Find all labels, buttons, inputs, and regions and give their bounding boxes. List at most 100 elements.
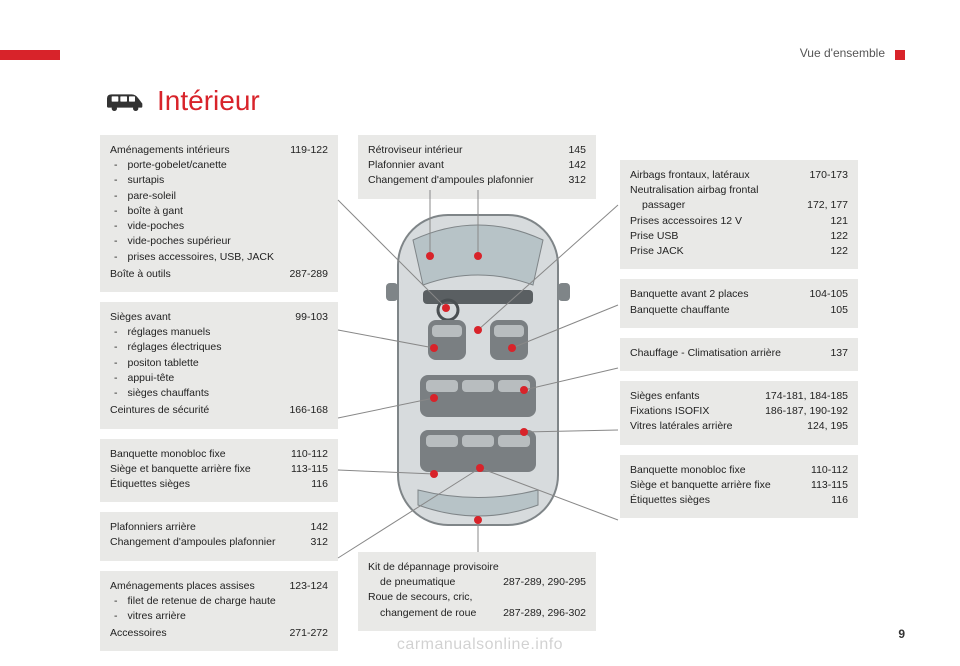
row-label: Neutralisation airbag frontal bbox=[630, 183, 840, 198]
row-label: Changement d'ampoules plafonnier bbox=[110, 535, 302, 550]
row-label: Kit de dépannage provisoire bbox=[368, 560, 578, 575]
box-banquette-monobloc: Banquette monobloc fixe 110-112 Siège et … bbox=[100, 439, 338, 503]
box-sieges-enfants: Sièges enfants 174-181, 184-185 Fixations… bbox=[620, 381, 858, 445]
row-pages: 174-181, 184-185 bbox=[765, 389, 848, 404]
row-label: Chauffage - Climatisation arrière bbox=[630, 346, 822, 361]
row-label: Aménagements places assises bbox=[110, 579, 281, 594]
box-amenagements-places-assises: Aménagements places assises 123-124 filet… bbox=[100, 571, 338, 652]
row-label: Airbags frontaux, latéraux bbox=[630, 168, 801, 183]
row-pages: 110-112 bbox=[291, 447, 328, 462]
list-item: pare-soleil bbox=[110, 189, 328, 204]
row-pages: 104-105 bbox=[809, 287, 848, 302]
list-item: positon tablette bbox=[110, 356, 328, 371]
accent-bar bbox=[0, 50, 60, 60]
list-item: réglages électriques bbox=[110, 340, 328, 355]
accent-square bbox=[895, 50, 905, 60]
row-pages: 287-289 bbox=[289, 267, 328, 282]
row-label: Plafonnier avant bbox=[368, 158, 560, 173]
row-label: Plafonniers arrière bbox=[110, 520, 302, 535]
box-plafonniers-arriere: Plafonniers arrière 142 Changement d'ampo… bbox=[100, 512, 338, 560]
row-pages: 271-272 bbox=[289, 626, 328, 641]
row-label: Roue de secours, cric, bbox=[368, 590, 578, 605]
row-pages: 122 bbox=[830, 244, 848, 259]
bullet-list: porte-gobelet/canette surtapis pare-sole… bbox=[110, 158, 328, 265]
section-label: Vue d'ensemble bbox=[800, 46, 885, 60]
row-pages: 312 bbox=[310, 535, 328, 550]
box-amenagements-interieurs: Aménagements intérieurs 119-122 porte-gob… bbox=[100, 135, 338, 292]
row-label: Prises accessoires 12 V bbox=[630, 214, 822, 229]
row-label: Banquette avant 2 places bbox=[630, 287, 801, 302]
row-pages: 312 bbox=[568, 173, 586, 188]
row-label: de pneumatique bbox=[368, 575, 495, 590]
row-pages: 113-115 bbox=[811, 478, 848, 493]
row-label: Changement d'ampoules plafonnier bbox=[368, 173, 560, 188]
row-pages: 145 bbox=[568, 143, 586, 158]
box-banquette-monobloc-right: Banquette monobloc fixe110-112 Siège et … bbox=[620, 455, 858, 519]
box-chauffage-climatisation: Chauffage - Climatisation arrière 137 bbox=[620, 338, 858, 371]
list-item: vide-poches bbox=[110, 219, 328, 234]
page-number: 9 bbox=[898, 627, 905, 641]
row-label: Sièges avant bbox=[110, 310, 287, 325]
row-pages: 287-289, 290-295 bbox=[503, 575, 586, 590]
box-kit-depannage: Kit de dépannage provisoire de pneumatiq… bbox=[358, 552, 596, 631]
row-pages: 105 bbox=[830, 303, 848, 318]
row-pages: 123-124 bbox=[289, 579, 328, 594]
row-pages: 142 bbox=[568, 158, 586, 173]
box-sieges-avant: Sièges avant 99-103 réglages manuels régl… bbox=[100, 302, 338, 429]
list-item: filet de retenue de charge haute bbox=[110, 594, 328, 609]
list-item: surtapis bbox=[110, 173, 328, 188]
list-item: prises accessoires, USB, JACK bbox=[110, 250, 328, 265]
row-label: Sièges enfants bbox=[630, 389, 757, 404]
row-pages: 110-112 bbox=[811, 463, 848, 478]
row-label: Fixations ISOFIX bbox=[630, 404, 757, 419]
row-pages: 142 bbox=[310, 520, 328, 535]
bullet-list: filet de retenue de charge haute vitres … bbox=[110, 594, 328, 624]
row-pages: 287-289, 296-302 bbox=[503, 606, 586, 621]
row-pages: 137 bbox=[830, 346, 848, 361]
list-item: boîte à gant bbox=[110, 204, 328, 219]
row-pages: 119-122 bbox=[290, 143, 328, 158]
box-retroviseur: Rétroviseur intérieur 145 Plafonnier avan… bbox=[358, 135, 596, 199]
row-label: Prise USB bbox=[630, 229, 822, 244]
row-label: Étiquettes sièges bbox=[630, 493, 823, 508]
right-column: Airbags frontaux, latéraux170-173 Neutra… bbox=[620, 160, 858, 528]
mid-column-bottom: Kit de dépannage provisoire de pneumatiq… bbox=[358, 552, 596, 641]
row-pages: 172, 177 bbox=[807, 198, 848, 213]
row-label: Aménagements intérieurs bbox=[110, 143, 282, 158]
row-label: Prise JACK bbox=[630, 244, 822, 259]
row-pages: 122 bbox=[830, 229, 848, 244]
title-row: Intérieur bbox=[105, 85, 260, 117]
van-icon bbox=[105, 89, 145, 113]
list-item: réglages manuels bbox=[110, 325, 328, 340]
box-airbags: Airbags frontaux, latéraux170-173 Neutra… bbox=[620, 160, 858, 269]
box-banquette-avant: Banquette avant 2 places 104-105 Banquett… bbox=[620, 279, 858, 327]
list-item: appui-tête bbox=[110, 371, 328, 386]
watermark: carmanualsonline.info bbox=[397, 636, 563, 654]
page-title: Intérieur bbox=[157, 85, 260, 117]
row-pages: 166-168 bbox=[289, 403, 328, 418]
vehicle-top-view-diagram bbox=[378, 205, 578, 535]
row-pages: 113-115 bbox=[291, 462, 328, 477]
row-pages: 99-103 bbox=[295, 310, 328, 325]
row-label: Siège et banquette arrière fixe bbox=[110, 462, 283, 477]
row-label: Ceintures de sécurité bbox=[110, 403, 281, 418]
row-label: passager bbox=[630, 198, 799, 213]
row-label: Accessoires bbox=[110, 626, 281, 641]
list-item: porte-gobelet/canette bbox=[110, 158, 328, 173]
row-label: Étiquettes sièges bbox=[110, 477, 303, 492]
row-label: Rétroviseur intérieur bbox=[368, 143, 560, 158]
bullet-list: réglages manuels réglages électriques po… bbox=[110, 325, 328, 401]
list-item: sièges chauffants bbox=[110, 386, 328, 401]
row-pages: 124, 195 bbox=[807, 419, 848, 434]
row-label: changement de roue bbox=[368, 606, 495, 621]
row-pages: 116 bbox=[831, 493, 848, 508]
row-label: Banquette chauffante bbox=[630, 303, 822, 318]
row-label: Vitres latérales arrière bbox=[630, 419, 799, 434]
left-column: Aménagements intérieurs 119-122 porte-gob… bbox=[100, 135, 338, 661]
row-pages: 121 bbox=[830, 214, 848, 229]
row-label: Banquette monobloc fixe bbox=[630, 463, 803, 478]
mid-column: Rétroviseur intérieur 145 Plafonnier avan… bbox=[358, 135, 596, 209]
row-label: Banquette monobloc fixe bbox=[110, 447, 283, 462]
list-item: vide-poches supérieur bbox=[110, 234, 328, 249]
row-label: Boîte à outils bbox=[110, 267, 281, 282]
